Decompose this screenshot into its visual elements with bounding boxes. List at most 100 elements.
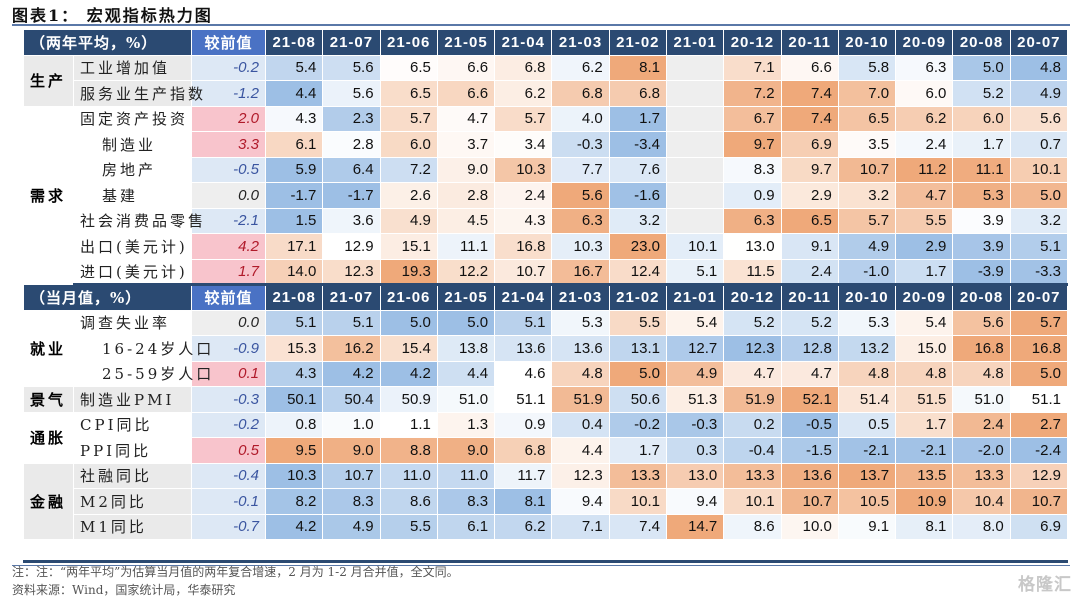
change-value: -1.2	[191, 80, 267, 107]
heat-cell: -3.9	[952, 258, 1011, 286]
heat-cell: 13.3	[952, 462, 1011, 489]
heat-cell: 6.5	[837, 105, 897, 132]
heat-cell: 8.1	[895, 513, 954, 540]
heat-cell: 11.0	[436, 462, 496, 489]
change-value: 2.0	[191, 105, 267, 132]
heat-cell: 5.2	[952, 80, 1011, 107]
table-row: 进口(美元计) 1.7 14.0 12.3 19.3 12.2 10.7 16.7 12.4 5.…	[24, 258, 1069, 286]
heat-cell: 15.3	[265, 335, 324, 362]
heat-cell: 6.0	[952, 105, 1011, 132]
heat-cell: 11.5	[723, 258, 782, 286]
heat-cell: -0.3	[665, 411, 725, 438]
heat-cell: 12.2	[436, 258, 496, 286]
heat-cell: 13.0	[723, 233, 782, 260]
heat-cell: 8.3	[322, 488, 381, 515]
heat-cell: 10.3	[494, 156, 553, 183]
indicator-label: 工业增加值	[72, 54, 193, 81]
change-column-header: 较前值	[191, 284, 267, 311]
heat-cell: 5.1	[1009, 233, 1069, 260]
heat-cell: 4.7	[723, 360, 782, 387]
heatmap-table: （两年平均，%） 较前值 21-08 21-07 21-06 21-05 21-04 21-0…	[22, 29, 1069, 540]
heat-cell: 5.0	[1009, 360, 1069, 387]
footnote: 注：注：“两年平均”为估算当月值的两年复合增速，2 月为 1-2 月合并值，全文…	[12, 565, 459, 579]
month-header: 21-04	[494, 29, 553, 56]
heat-cell: 6.1	[265, 131, 324, 158]
category-label: 景气	[23, 386, 74, 413]
heat-cell: 12.7	[665, 335, 725, 362]
indicator-label: 固定资产投资	[72, 105, 193, 132]
change-value: -0.2	[191, 54, 267, 81]
heat-cell: 5.6	[322, 54, 381, 81]
heat-cell: 7.4	[608, 513, 667, 540]
heat-cell: 1.0	[322, 411, 381, 438]
heat-cell: 2.4	[895, 131, 954, 158]
heat-cell: 11.1	[952, 156, 1011, 183]
month-header: 21-06	[379, 29, 438, 56]
change-value: -0.4	[191, 462, 267, 489]
heat-cell: -3.3	[1009, 258, 1069, 286]
table-row: 生产 工业增加值 -0.2 5.4 5.6 6.5 6.6 6.8 6.2 8.1 7.1 6.6 5.…	[23, 54, 1069, 107]
heat-cell: 10.7	[837, 156, 897, 183]
heat-cell: 5.8	[837, 54, 897, 81]
heat-cell: 8.0	[952, 513, 1011, 540]
heat-cell: 12.4	[608, 258, 667, 286]
month-header: 20-08	[952, 284, 1011, 311]
category-label: 金融	[23, 462, 74, 540]
heat-cell: 6.0	[895, 80, 954, 107]
heat-cell: 4.3	[494, 207, 553, 234]
heat-cell: 5.6	[1009, 105, 1069, 132]
heat-cell: 4.9	[837, 233, 897, 260]
indicator-label: 制造业	[72, 131, 193, 158]
heat-cell: 16.8	[1009, 335, 1069, 362]
heat-cell: 7.2	[723, 80, 782, 107]
heat-cell: 3.9	[952, 207, 1011, 234]
table-row: 就业 调查失业率 0.0 5.1 5.1 5.0 5.0 5.1 5.3 5.5 5.4 5.2 5.2…	[23, 309, 1069, 387]
heat-cell	[665, 131, 725, 158]
heat-cell: 6.3	[895, 54, 954, 81]
table-row: 景气 制造业PMI -0.3 50.1 50.4 50.9 51.0 51.1 51.9 50.6…	[23, 386, 1069, 413]
heat-cell: 2.7	[1009, 411, 1069, 438]
month-header: 21-04	[494, 284, 553, 311]
month-header: 20-12	[723, 29, 782, 56]
heat-cell: 13.6	[780, 462, 839, 489]
heat-cell: 6.4	[322, 156, 381, 183]
heat-cell: 6.2	[551, 54, 610, 81]
heat-cell: 3.6	[322, 207, 381, 234]
heat-cell: 12.3	[322, 258, 381, 286]
heat-cell: 10.3	[265, 462, 324, 489]
month-header: 21-03	[551, 29, 610, 56]
heat-cell: 0.5	[837, 411, 897, 438]
heat-cell: 5.4	[665, 309, 725, 336]
heat-cell: 2.9	[895, 233, 954, 260]
heat-cell: -2.1	[895, 437, 954, 464]
heat-cell: 6.1	[436, 513, 496, 540]
heat-cell: 7.4	[780, 80, 839, 107]
table-row: 16-24岁人口 -0.9 15.3 16.2 15.4 13.8 13.6 13.6 13.1…	[24, 335, 1069, 362]
heat-cell: 51.9	[551, 386, 610, 413]
heat-cell: 50.6	[608, 386, 667, 413]
month-header: 21-01	[665, 284, 725, 311]
heat-cell: 51.0	[436, 386, 496, 413]
heat-cell: -0.5	[780, 411, 839, 438]
heat-cell: 3.2	[608, 207, 667, 234]
heat-cell: 51.1	[494, 386, 553, 413]
heat-cell: 13.8	[436, 335, 496, 362]
heat-cell: 0.4	[551, 411, 610, 438]
heat-cell: 6.5	[379, 54, 438, 81]
month-header: 21-02	[608, 29, 667, 56]
heat-cell: 4.5	[436, 207, 496, 234]
heat-cell: 4.8	[895, 360, 954, 387]
table-row: M2同比 -0.1 8.2 8.3 8.6 8.3 8.1 9.4 10.1 9.4 10.1 10.…	[24, 488, 1069, 515]
heat-cell: 13.5	[895, 462, 954, 489]
heat-cell: 0.7	[1009, 131, 1069, 158]
table-row: 金融 社融同比 -0.4 10.3 10.7 11.0 11.0 11.7 12.3 13.3 13…	[23, 462, 1069, 540]
heat-cell: 6.3	[551, 207, 610, 234]
source-note: 资料来源：Wind，国家统计局，华泰研究	[12, 583, 236, 597]
heat-cell: 15.0	[895, 335, 954, 362]
heat-cell: -1.5	[780, 437, 839, 464]
indicator-label: M1同比	[72, 513, 193, 540]
indicator-label: 服务业生产指数	[72, 80, 203, 107]
heat-cell: 17.1	[265, 233, 324, 260]
heat-cell: -2.1	[837, 437, 897, 464]
heat-cell: 0.9	[494, 411, 553, 438]
